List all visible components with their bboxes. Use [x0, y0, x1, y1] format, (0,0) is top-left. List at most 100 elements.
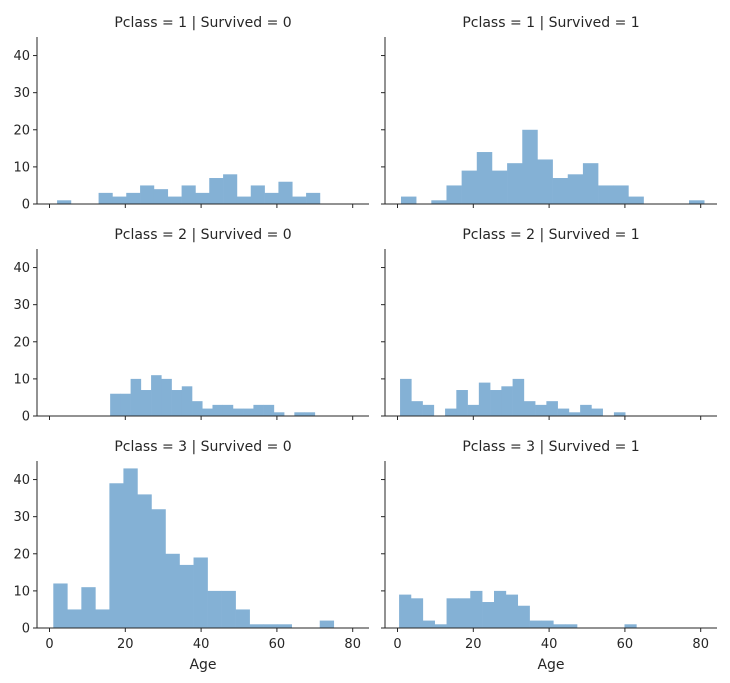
histogram-bar — [304, 412, 316, 416]
x-tick-label: 0 — [45, 637, 53, 652]
histogram-bar — [137, 494, 152, 628]
histogram-bar — [446, 598, 459, 628]
panel-title: Pclass = 2 | Survived = 1 — [462, 227, 639, 243]
histogram-bar — [565, 624, 578, 628]
histogram-bar — [277, 624, 292, 628]
panel-5: Pclass = 3 | Survived = 0 0 10 20 30 40 0 20 40 6… — [13, 439, 369, 673]
histogram-bar — [120, 393, 131, 416]
histogram-bar — [567, 174, 584, 204]
histogram-bar — [410, 598, 424, 628]
histogram-bar — [67, 609, 82, 628]
histogram-bar — [541, 620, 554, 628]
histogram-bar — [207, 590, 222, 628]
histogram-bar — [306, 192, 321, 204]
histogram-bar — [523, 401, 536, 416]
histogram-bar — [53, 583, 68, 628]
histogram-bar — [161, 378, 172, 416]
histogram-bar — [552, 178, 569, 204]
histogram-bar — [478, 382, 491, 416]
histogram-bar — [598, 185, 614, 204]
histogram-bar — [181, 185, 196, 204]
histogram-bar — [522, 129, 538, 204]
histogram-bar — [580, 404, 592, 416]
histogram-bar — [422, 404, 435, 416]
histogram-bar — [179, 564, 194, 628]
histogram-bar — [431, 200, 447, 204]
histogram-bar — [434, 624, 447, 628]
histogram-bar — [171, 390, 183, 416]
histogram-bar — [264, 192, 279, 204]
panel-3: Pclass = 2 | Survived = 0 0 10 20 30 40 — [13, 227, 369, 425]
histogram-bar — [112, 196, 127, 204]
panel-1: Pclass = 1 | Survived = 0 0 10 20 30 40 — [13, 15, 369, 213]
histogram-bar — [165, 553, 180, 628]
histogram-bar — [235, 609, 250, 628]
histogram-bar — [400, 378, 412, 416]
histogram-bar — [249, 624, 264, 628]
y-tick-label: 40 — [13, 261, 30, 276]
histogram-bar — [140, 390, 152, 416]
histogram-bar — [192, 401, 203, 416]
y-tick-label: 40 — [13, 473, 30, 488]
histogram-bar — [470, 590, 483, 628]
histogram-bar — [553, 624, 566, 628]
histogram-bar — [411, 401, 423, 416]
histogram-bar — [467, 404, 480, 416]
histogram-bar — [319, 620, 335, 628]
histogram-bar — [568, 412, 581, 416]
histogram-bar — [582, 163, 599, 204]
y-tick-label: 30 — [13, 298, 30, 313]
x-tick-label: 20 — [465, 637, 482, 652]
x-tick-label: 80 — [692, 637, 709, 652]
histogram-bar — [236, 196, 252, 204]
y-tick-label: 10 — [13, 160, 30, 175]
x-axis-label: Age — [189, 657, 216, 673]
histogram-bar — [209, 178, 224, 204]
panel-title: Pclass = 3 | Survived = 1 — [462, 439, 639, 455]
histogram-bar — [446, 185, 462, 204]
histogram-bar — [461, 170, 478, 204]
histogram-bar — [278, 181, 293, 204]
x-tick-label: 60 — [617, 637, 634, 652]
panel-title: Pclass = 2 | Survived = 0 — [114, 227, 291, 243]
histogram-bar — [202, 408, 213, 416]
y-tick-label: 20 — [13, 123, 30, 138]
histogram-bar — [263, 404, 275, 416]
histogram-bar — [181, 386, 193, 416]
histogram-bar — [689, 200, 705, 204]
histogram-bar — [153, 189, 169, 204]
histogram-bar — [294, 412, 305, 416]
histogram-bar — [491, 170, 508, 204]
x-tick-label: 60 — [269, 637, 286, 652]
histogram-bar — [512, 378, 525, 416]
histogram-bar — [151, 509, 166, 628]
panel-6: Pclass = 3 | Survived = 1 0 20 40 60 80 Age — [381, 439, 717, 673]
histogram-bar — [263, 624, 278, 628]
histogram-bar — [456, 390, 468, 416]
histogram-bar — [98, 192, 113, 204]
histogram-bar — [221, 590, 236, 628]
histogram-bar — [546, 401, 558, 416]
y-tick-label: 30 — [13, 86, 30, 101]
histogram-bar — [505, 594, 519, 628]
histogram-bar — [557, 408, 570, 416]
histogram-bar — [81, 587, 96, 628]
histogram-bar — [613, 185, 629, 204]
x-tick-label: 80 — [344, 637, 361, 652]
histogram-bar — [232, 408, 244, 416]
x-tick-label: 20 — [117, 637, 134, 652]
y-tick-label: 0 — [22, 198, 30, 213]
histogram-bar — [110, 393, 121, 416]
x-tick-label: 40 — [541, 637, 558, 652]
histogram-bar — [445, 408, 457, 416]
histogram-bar — [476, 152, 493, 204]
histogram-bar — [57, 200, 72, 204]
histogram-bar — [95, 609, 110, 628]
panel-4: Pclass = 2 | Survived = 1 — [381, 227, 717, 420]
histogram-bar — [628, 196, 644, 204]
histogram-bar — [507, 163, 523, 204]
histogram-bar — [212, 404, 223, 416]
y-tick-label: 10 — [13, 584, 30, 599]
histogram-bar — [501, 386, 513, 416]
histogram-bar — [126, 192, 141, 204]
